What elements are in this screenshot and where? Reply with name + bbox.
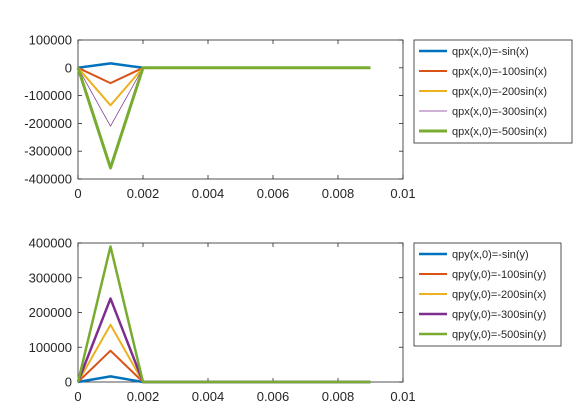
x-tick-label: 0.002: [127, 186, 160, 201]
x-tick-label: 0.01: [390, 389, 415, 404]
legend-label: qpx(x,0)=-200sin(x): [452, 86, 547, 98]
series-line-5: [76, 245, 371, 384]
x-tick-label: 0.006: [257, 389, 290, 404]
x-tick-label: 0.01: [390, 186, 415, 201]
x-tick-label: 0: [74, 186, 81, 201]
legend-label: qpy(y,0)=-500sin(y): [452, 329, 546, 341]
x-tick-label: 0.008: [322, 186, 355, 201]
legend-label: qpy(y,0)=-100sin(y): [452, 269, 546, 281]
legend: qpx(x,0)=-sin(x) qpx(x,0)=-100sin(x) qpx(x…: [413, 39, 573, 144]
y-tick-label: -400000: [24, 172, 72, 187]
x-tick-label: 0.006: [257, 186, 290, 201]
legend: qpy(x,0)=-sin(y) qpy(y,0)=-100sin(y) qpy(y…: [413, 242, 562, 347]
y-tick-label: 0: [65, 60, 72, 75]
x-tick-label: 0.002: [127, 389, 160, 404]
chart-1: 0 0.002 0.004 0.006 0.008 0.01 -400000 -300000 -…: [24, 33, 573, 201]
y-tick-label: 0: [65, 375, 72, 390]
chart-2: 0 0.002 0.004 0.006 0.008 0.01 0 100000 200000 30…: [29, 236, 562, 404]
plot-area: [77, 242, 404, 383]
y-tick-label: -100000: [24, 88, 72, 103]
y-tick-label: 300000: [29, 270, 72, 285]
x-tick-label: 0.008: [322, 389, 355, 404]
x-tick-label: 0.004: [192, 389, 225, 404]
x-tick-label: 0.004: [192, 186, 225, 201]
legend-label: qpx(x,0)=-sin(x): [452, 46, 529, 58]
y-tick-label: -300000: [24, 144, 72, 159]
legend-label: qpy(x,0)=-sin(y): [452, 249, 529, 261]
legend-label: qpx(x,0)=-300sin(x): [452, 106, 547, 118]
y-tick-label: -200000: [24, 116, 72, 131]
y-tick-label: 400000: [29, 236, 72, 251]
y-tick-label: 100000: [29, 340, 72, 355]
x-tick-label: 0: [74, 389, 81, 404]
series-line-5: [76, 66, 371, 170]
y-tick-label: 200000: [29, 305, 72, 320]
legend-label: qpx(x,0)=-100sin(x): [452, 66, 547, 78]
plot-area: [77, 39, 404, 180]
legend-label: qpy(y,0)=-300sin(y): [452, 309, 546, 321]
legend-label: qpx(x,0)=-500sin(x): [452, 126, 547, 138]
legend-label: qpy(y,0)=-200sin(x): [452, 289, 546, 301]
y-tick-label: 100000: [29, 33, 72, 48]
